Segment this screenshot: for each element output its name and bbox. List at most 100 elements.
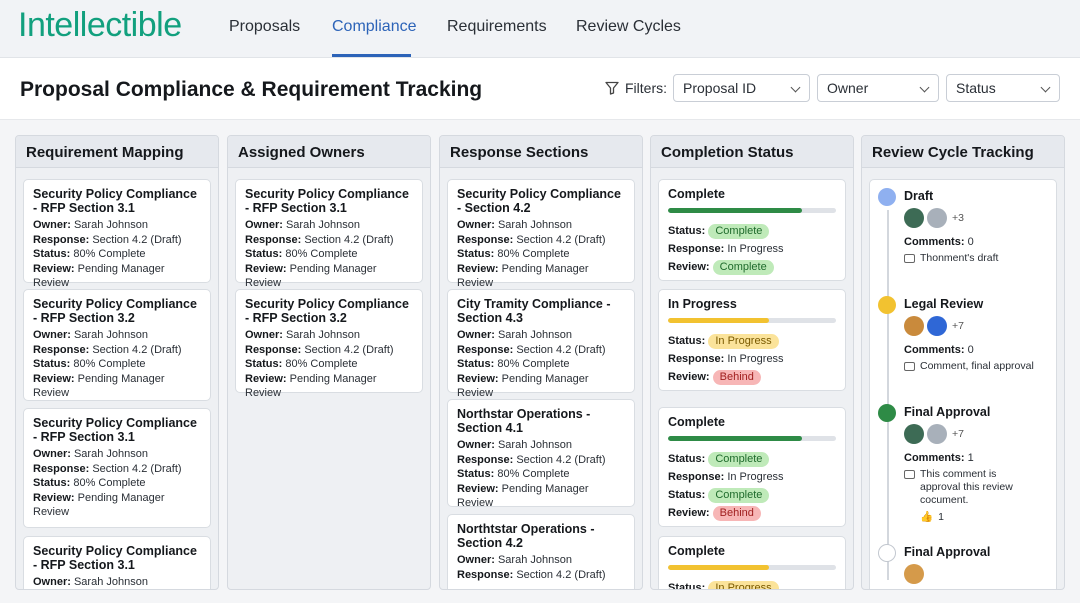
response-label: Response:: [668, 352, 725, 365]
status-card[interactable]: In Progress Status: In Progress Response…: [658, 289, 846, 391]
avatar[interactable]: [927, 208, 947, 228]
thumbs-up-icon: 👍: [920, 511, 934, 523]
requirement-card[interactable]: Security Policy Compliance - RFP Section…: [23, 408, 211, 528]
response-label: Response:: [668, 242, 725, 255]
review-badge: Behind: [712, 505, 761, 521]
status-row: Status: Complete: [668, 486, 836, 504]
comments-label: Comments:: [904, 344, 965, 356]
avatar[interactable]: [904, 564, 924, 584]
status-value: 80% Complete: [497, 468, 570, 480]
response-value: Section 4.2 (Draft): [516, 233, 606, 246]
proposal-id-select[interactable]: Proposal ID: [673, 74, 810, 102]
status-select[interactable]: Status: [946, 74, 1060, 102]
reviewer-avatars[interactable]: +7: [904, 316, 964, 336]
card-response: Response: Section 4.2 (Draft): [457, 568, 625, 583]
extra-reviewers-count: +7: [952, 320, 964, 332]
comment-text: This comment is approval this review coc…: [920, 468, 1013, 506]
like-count[interactable]: 👍 1: [920, 511, 944, 524]
app-logo[interactable]: Intellectible: [18, 6, 182, 44]
comment-preview[interactable]: Thonment's draft: [904, 252, 1054, 265]
owner-card[interactable]: Security Policy Compliance - RFP Section…: [235, 179, 423, 289]
status-label: Status:: [668, 581, 706, 590]
status-card[interactable]: Complete Status: Complete Response: In P…: [658, 179, 846, 281]
response-value: In Progress: [727, 470, 784, 483]
requirement-card[interactable]: Security Policy Compliance - RFP Section…: [23, 289, 211, 401]
response-value: In Progress: [727, 242, 784, 255]
comment-text: Comment, final approval: [920, 360, 1034, 372]
status-card[interactable]: Complete Status: Complete Response: In P…: [658, 407, 846, 527]
avatar[interactable]: [904, 316, 924, 336]
assigned-owners-column: Assigned Owners Security Policy Complian…: [227, 135, 431, 590]
status-label: Status:: [33, 477, 71, 489]
card-title: City Tramity Compliance - Section 4.3: [457, 297, 611, 325]
card-title: Security Policy Compliance - RFP Section…: [33, 187, 197, 215]
card-response: Response: Section 4.2 (Draft): [457, 453, 625, 468]
card-status: Status: 80% Complete: [245, 247, 413, 262]
owner-label: Owner:: [33, 329, 71, 341]
comment-preview[interactable]: Comment, final approval: [904, 360, 1054, 373]
tab-proposals[interactable]: Proposals: [229, 18, 301, 35]
avatar[interactable]: [904, 208, 924, 228]
comment-icon: [904, 362, 915, 371]
response-value: Section 4.2 (Draft): [516, 568, 606, 581]
card-title: Complete: [668, 544, 725, 558]
card-review: Review: Pending Manager Review: [457, 372, 625, 401]
status-row: Status: In Progress: [668, 332, 836, 350]
reviewer-avatars[interactable]: +7: [904, 424, 964, 444]
status-label: Status:: [668, 334, 706, 347]
owner-label: Owner:: [33, 219, 71, 231]
progress-bar: [668, 207, 836, 213]
response-label: Response:: [33, 462, 90, 475]
card-review: Review: Pending Manager Review: [245, 372, 413, 401]
review-stage-draft[interactable]: Draft +3 Comments: 0 Thonment's draft: [878, 188, 1054, 283]
response-label: Response:: [33, 233, 90, 246]
card-owner: Owner: Sarah Johnson: [245, 218, 413, 233]
owner-select[interactable]: Owner: [817, 74, 939, 102]
review-value: Pending Manager Review: [33, 372, 165, 400]
owner-card[interactable]: Security Policy Compliance - RFP Section…: [235, 289, 423, 399]
owner-label: Owner:: [457, 219, 495, 231]
tab-requirements[interactable]: Requirements: [447, 18, 547, 35]
reviewer-avatars[interactable]: +3: [904, 208, 964, 228]
requirement-card[interactable]: Security Policy Compliance - RFP Section…: [23, 179, 211, 289]
comments-count: Comments: 0: [904, 236, 974, 248]
owner-label: Owner:: [33, 448, 71, 460]
card-title: Security Policy Compliance - Section 4.2: [457, 187, 621, 215]
extra-reviewers-count: +3: [952, 212, 964, 224]
column-title: Assigned Owners: [228, 136, 430, 168]
review-row: Review: Behind: [668, 504, 836, 522]
status-label: Status:: [33, 248, 71, 260]
section-card[interactable]: Northtstar Operations - Section 4.2 Owne…: [447, 514, 635, 589]
avatar[interactable]: [904, 424, 924, 444]
comment-icon: [878, 296, 896, 314]
review-stage-legal[interactable]: Legal Review +7 Comments: 0 Comment, fin…: [878, 296, 1054, 391]
comment-preview[interactable]: This comment is approval this review coc…: [904, 468, 1022, 507]
owner-value: Sarah Johnson: [497, 219, 572, 231]
avatar[interactable]: [927, 316, 947, 336]
reviewer-avatars[interactable]: [904, 564, 924, 584]
avatar[interactable]: [927, 424, 947, 444]
review-stage-final-approval[interactable]: Final Approval +7 Comments: 1 This comme…: [878, 404, 1054, 534]
tab-compliance[interactable]: Compliance: [332, 18, 417, 35]
response-value: Section 4.2 (Draft): [92, 343, 182, 356]
section-card[interactable]: City Tramity Compliance - Section 4.3 Ow…: [447, 289, 635, 399]
status-label: Status:: [668, 488, 706, 501]
status-badge: Complete: [708, 487, 770, 503]
section-card[interactable]: Security Policy Compliance - Section 4.2…: [447, 179, 635, 289]
tab-review-cycles[interactable]: Review Cycles: [576, 18, 681, 35]
card-status: Status: 80% Complete: [457, 357, 625, 372]
chevron-down-icon: [1040, 82, 1051, 93]
requirement-card[interactable]: Security Policy Compliance - RFP Section…: [23, 536, 211, 589]
filters-label: Filters:: [605, 80, 667, 96]
card-status: Status: 80% Complete: [457, 247, 625, 262]
review-badge: Behind: [712, 369, 761, 385]
section-card[interactable]: Northstar Operations - Section 4.1 Owner…: [447, 399, 635, 510]
status-label: Status:: [457, 358, 495, 370]
status-card[interactable]: Complete Status: In Progress: [658, 536, 846, 590]
review-value: Pending Manager Review: [457, 482, 589, 510]
column-title: Completion Status: [651, 136, 853, 168]
owner-label: Owner:: [457, 329, 495, 341]
review-stage-final-approval-pending[interactable]: Final Approval: [878, 544, 1054, 589]
response-sections-column: Response Sections Security Policy Compli…: [439, 135, 643, 590]
top-nav: Intellectible Proposals Compliance Requi…: [0, 0, 1080, 58]
